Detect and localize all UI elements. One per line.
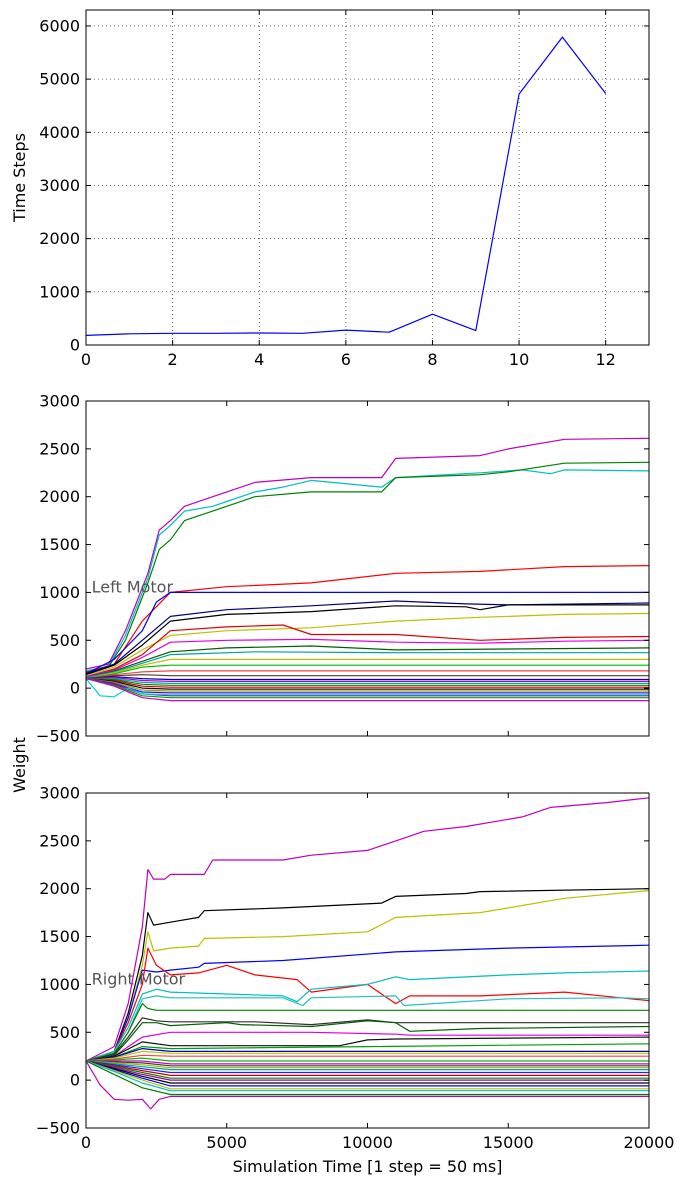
left-motor-annotation: Left Motor bbox=[92, 578, 174, 597]
series-line bbox=[85, 36, 607, 336]
y-tick-label: −500 bbox=[36, 1119, 80, 1138]
y-tick-label: 1500 bbox=[39, 535, 80, 554]
series-line bbox=[85, 970, 650, 1062]
x-tick-label: 10000 bbox=[342, 1133, 393, 1152]
series-line bbox=[85, 591, 649, 675]
y-tick-label: 4000 bbox=[39, 123, 80, 142]
x-tick-label: 12 bbox=[596, 350, 616, 369]
series-line bbox=[85, 674, 649, 680]
series-line bbox=[85, 1060, 649, 1087]
y-axis-label: Time Steps bbox=[10, 133, 29, 223]
y-tick-label: 3000 bbox=[39, 392, 80, 411]
y-tick-label: 2000 bbox=[39, 487, 80, 506]
series-line bbox=[85, 1060, 649, 1092]
series-line bbox=[85, 678, 649, 690]
tick-group: 0 5000 10000 15000 20000−5000500100015002000… bbox=[36, 784, 674, 1153]
series-line bbox=[85, 670, 649, 680]
series-line bbox=[85, 678, 649, 686]
series-line bbox=[85, 645, 650, 679]
series-line bbox=[85, 1060, 649, 1069]
series-line bbox=[85, 1020, 650, 1062]
series-line bbox=[85, 944, 650, 1062]
x-tick-label: 0 bbox=[81, 1133, 91, 1152]
series-line bbox=[85, 678, 649, 702]
series-line bbox=[85, 678, 649, 698]
series-line bbox=[85, 1060, 649, 1096]
series-line bbox=[85, 1060, 649, 1079]
y-tick-label: −500 bbox=[36, 727, 80, 746]
x-tick-label: 5000 bbox=[206, 1133, 247, 1152]
plot-area-background bbox=[86, 10, 649, 345]
tick-group: 0 2 4 6 8 10 12 0 1000 2000 3000 4000 5000 6000 bbox=[39, 10, 649, 369]
series-line bbox=[85, 612, 650, 677]
y-tick-label: 2000 bbox=[39, 879, 80, 898]
right-motor-annotation: Right Motor bbox=[92, 970, 186, 989]
x-tick-label: 15000 bbox=[483, 1133, 534, 1152]
series-line bbox=[85, 947, 650, 1062]
series-line bbox=[85, 658, 649, 680]
y-tick-label: 3000 bbox=[39, 176, 80, 195]
y-tick-label: 500 bbox=[49, 1023, 80, 1042]
x-tick-label: 6 bbox=[341, 350, 351, 369]
series-line bbox=[85, 624, 650, 678]
y-tick-label: 1000 bbox=[39, 583, 80, 602]
y-tick-label: 1000 bbox=[39, 282, 80, 301]
series-line bbox=[85, 651, 649, 679]
y-tick-label: 2000 bbox=[39, 229, 80, 248]
series-line bbox=[85, 797, 650, 1062]
series-line bbox=[85, 676, 649, 683]
x-axis-label: Simulation Time [1 step = 50 ms] bbox=[233, 1157, 503, 1176]
series-line bbox=[85, 1060, 649, 1074]
y-tick-label: 3000 bbox=[39, 784, 80, 803]
y-tick-label: 0 bbox=[70, 336, 80, 355]
y-tick-label: 2500 bbox=[39, 439, 80, 458]
series-line bbox=[85, 604, 649, 676]
series-line bbox=[85, 638, 650, 678]
y-tick-label: 1500 bbox=[39, 927, 80, 946]
tick-group: −500 0 500 1000 1500 2000 2500 3000 bbox=[36, 392, 650, 746]
series-line bbox=[85, 678, 649, 692]
left-motor-panel: −500 0 500 1000 1500 2000 2500 3000 Left Motor bbox=[36, 392, 650, 746]
series-line bbox=[85, 437, 650, 670]
time-steps-panel: 0 2 4 6 8 10 12 0 1000 2000 3000 4000 5000 6000 Time … bbox=[10, 9, 650, 369]
axes-frame bbox=[85, 9, 650, 346]
series-line bbox=[85, 1036, 650, 1062]
series-line bbox=[85, 1031, 649, 1062]
x-tick-label: 2 bbox=[168, 350, 178, 369]
series-line bbox=[86, 1060, 649, 1065]
series-group bbox=[85, 437, 650, 702]
series-line bbox=[85, 890, 650, 1062]
y-tick-label: 1000 bbox=[39, 975, 80, 994]
x-tick-label: 0 bbox=[81, 350, 91, 369]
right-motor-panel: 0 5000 10000 15000 20000−5000500100015002000… bbox=[36, 784, 674, 1177]
y-tick-label: 5000 bbox=[39, 70, 80, 89]
series-line bbox=[85, 1017, 649, 1062]
series-line bbox=[85, 1060, 649, 1110]
shared-y-axis-label: Weight bbox=[10, 737, 29, 793]
x-tick-label: 10 bbox=[509, 350, 529, 369]
series-line bbox=[85, 461, 650, 673]
series-line bbox=[85, 600, 650, 675]
x-tick-label: 8 bbox=[427, 350, 437, 369]
y-tick-label: 0 bbox=[70, 1071, 80, 1090]
x-tick-label: 4 bbox=[254, 350, 264, 369]
series-line bbox=[85, 1060, 649, 1081]
plot-area-background bbox=[86, 401, 649, 736]
series-line bbox=[85, 1050, 649, 1062]
series-line bbox=[85, 1002, 649, 1062]
series-group bbox=[85, 797, 650, 1110]
y-tick-label: 500 bbox=[49, 631, 80, 650]
y-tick-label: 2500 bbox=[39, 831, 80, 850]
series-line bbox=[85, 1057, 649, 1062]
series-group bbox=[85, 36, 607, 336]
series-line bbox=[85, 565, 650, 674]
y-tick-label: 0 bbox=[70, 679, 80, 698]
series-line bbox=[85, 888, 650, 1062]
x-tick-label: 20000 bbox=[624, 1133, 675, 1152]
y-tick-label: 6000 bbox=[39, 16, 80, 35]
